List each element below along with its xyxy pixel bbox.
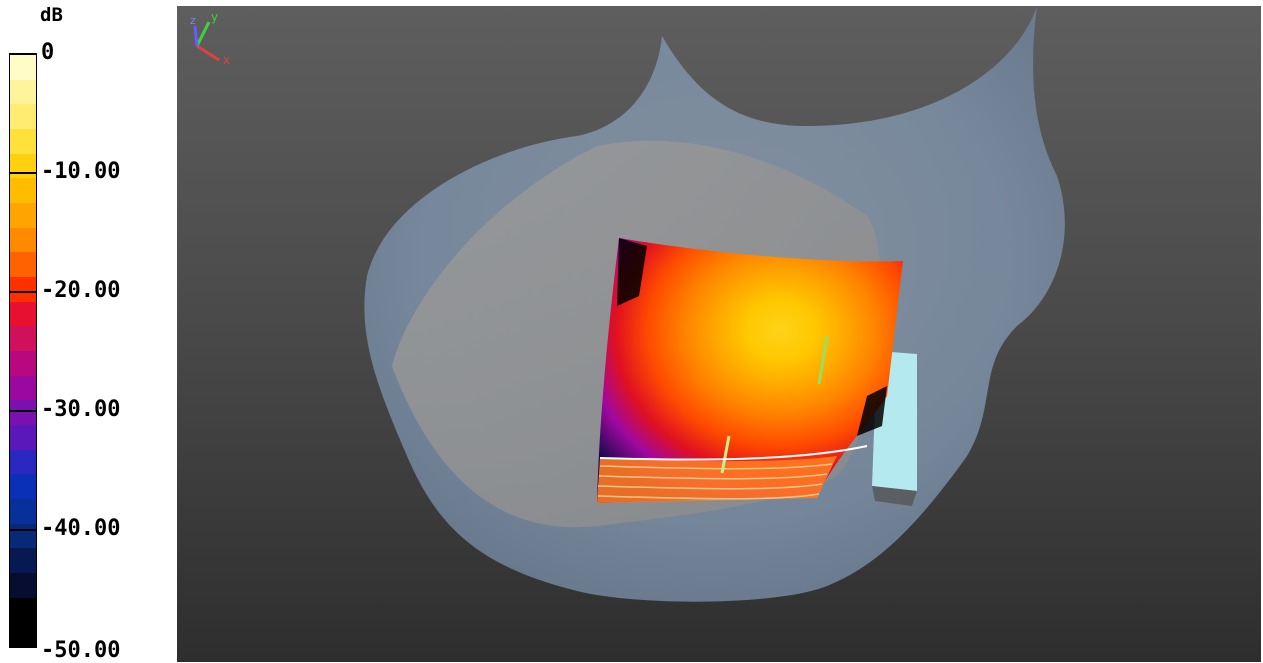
color-swatch	[10, 400, 36, 426]
legend-tick-label: -20.00	[41, 278, 121, 303]
color-swatch	[10, 129, 36, 154]
legend-unit-label: dB	[40, 4, 63, 26]
color-scale-bar	[9, 54, 37, 648]
color-swatch	[10, 622, 36, 648]
color-swatch	[10, 351, 36, 376]
color-swatch	[10, 104, 36, 130]
color-swatch	[10, 301, 36, 327]
color-swatch	[10, 252, 36, 278]
legend-tick-label: -30.00	[41, 397, 121, 422]
legend-tick-label: 0	[41, 40, 55, 65]
legend-tick-label: -50.00	[41, 638, 121, 663]
scene-render	[364, 6, 1065, 602]
color-swatch	[10, 153, 36, 179]
axis-z-label: z	[190, 14, 196, 27]
color-swatch	[10, 597, 36, 623]
color-swatch	[10, 203, 36, 228]
color-swatch	[10, 326, 36, 352]
color-swatch	[10, 375, 36, 401]
color-swatch	[10, 449, 36, 475]
color-swatch	[10, 55, 36, 80]
color-swatch	[10, 227, 36, 253]
heatmap-surface	[597, 238, 903, 503]
color-swatch	[10, 523, 36, 549]
color-swatch	[10, 474, 36, 500]
legend-tick-label: -10.00	[41, 159, 121, 184]
color-legend: dB 0 -10.00 -20.00 -30.00 -40.00 -50.00	[0, 0, 170, 663]
axis-y-label: y	[211, 10, 218, 24]
3d-viewport[interactable]: x y z	[177, 6, 1261, 662]
color-swatch	[10, 79, 36, 105]
axis-triad: x y z	[190, 10, 230, 66]
color-swatch	[10, 277, 36, 302]
color-swatch	[10, 425, 36, 450]
axis-x-label: x	[223, 53, 230, 66]
color-swatch	[10, 573, 36, 598]
color-swatch	[10, 178, 36, 204]
color-swatch	[10, 548, 36, 574]
color-swatch	[10, 499, 36, 524]
legend-tick-label: -40.00	[41, 516, 121, 541]
